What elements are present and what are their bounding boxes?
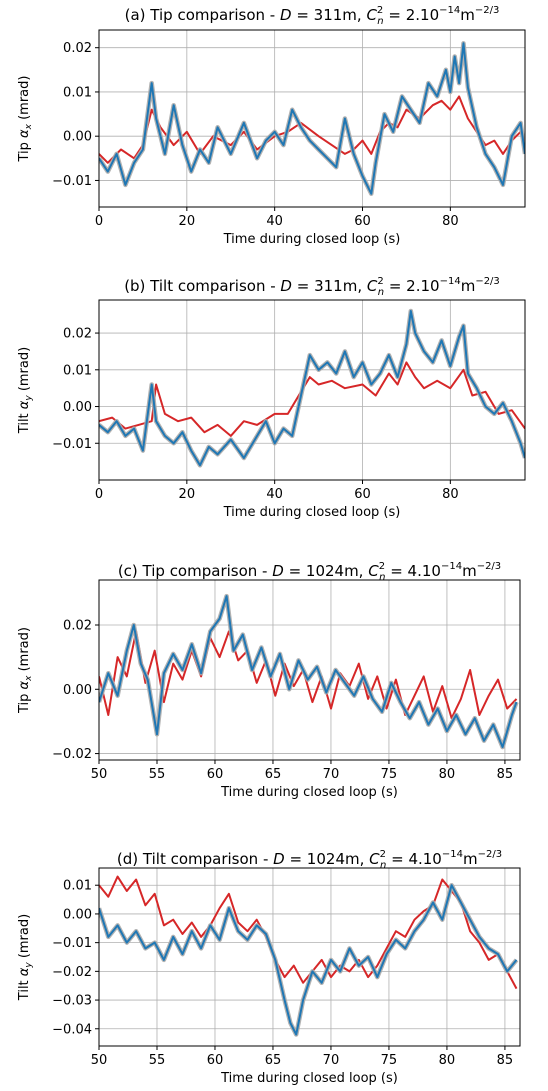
x-tick-label: 55: [149, 1053, 166, 1068]
y-tick-label: 0.00: [63, 400, 92, 415]
y-tick-label: 0.00: [63, 683, 92, 698]
series-band: [99, 593, 519, 750]
y-tick-label: 0.01: [63, 879, 92, 894]
y-tick-label: −0.03: [52, 994, 92, 1009]
panel-title: (a) Tip comparison - D = 311m, C2 n = 2.1…: [125, 5, 500, 27]
panel-title: (c) Tip comparison - D = 1024m, C2 n = 4.…: [118, 561, 501, 583]
x-axis-label: Time during closed loop (s): [220, 785, 398, 800]
axes-frame: [98, 579, 521, 761]
x-tick-label: 85: [497, 767, 514, 782]
x-tick-label: 0: [95, 487, 103, 502]
series-line-red: [99, 361, 525, 437]
x-tick-label: 50: [91, 767, 108, 782]
panel-title: (b) Tilt comparison - D = 311m, C2 n = 2.…: [124, 276, 500, 298]
y-tick-label: −0.02: [52, 747, 92, 762]
y-tick-label: 0.02: [63, 41, 92, 56]
chart-panel-1: 0 20 40 60 80 −0.01 0.00 0.01 0.02 Time during cl…: [17, 5, 526, 247]
x-tick-label: 40: [266, 214, 283, 229]
y-axis-label: Tilt αy (mrad): [17, 914, 34, 1001]
y-tick-label: 0.02: [63, 619, 92, 634]
y-axis-label: Tip αx (mrad): [17, 627, 34, 714]
series-line-red: [99, 875, 518, 990]
x-tick-label: 60: [207, 1053, 224, 1068]
series-line-red: [99, 630, 518, 720]
x-tick-label: 75: [381, 1053, 398, 1068]
x-tick-label: 20: [179, 214, 196, 229]
y-tick-label: −0.01: [52, 174, 92, 189]
series-line-blue: [99, 884, 518, 1036]
x-tick-label: 80: [442, 487, 459, 502]
x-tick-label: 65: [265, 1053, 282, 1068]
plot-area: [99, 41, 525, 196]
y-tick-label: 0.01: [63, 85, 92, 100]
series-line-blue: [99, 595, 518, 749]
panel-title: (d) Tilt comparison - D = 1024m, C2 n = 4…: [117, 849, 502, 871]
y-tick-label: −0.04: [52, 1022, 92, 1037]
x-axis-label: Time during closed loop (s): [223, 232, 401, 247]
chart-panel-4: 50 55 60 65 70 75 80 85 −0.04 −0.03 −0.02 −0.01 0.00…: [17, 849, 521, 1086]
y-tick-label: −0.01: [52, 437, 92, 452]
y-tick-label: 0.00: [63, 130, 92, 145]
y-axis-label: Tip αx (mrad): [17, 76, 34, 163]
y-tick-label: 0.01: [63, 363, 92, 378]
chart-panel-2: 0 20 40 60 80 −0.01 0.00 0.01 0.02 Time during cl…: [17, 276, 526, 520]
y-tick-label: −0.01: [52, 936, 92, 951]
x-tick-label: 80: [442, 214, 459, 229]
x-tick-label: 40: [266, 487, 283, 502]
x-tick-label: 20: [179, 487, 196, 502]
series-line-blue: [99, 42, 525, 195]
x-tick-label: 60: [354, 214, 371, 229]
y-axis-label: Tilt αy (mrad): [17, 347, 34, 434]
x-tick-label: 80: [439, 767, 456, 782]
x-tick-label: 50: [91, 1053, 108, 1068]
series-line-blue: [99, 310, 525, 467]
x-tick-label: 65: [265, 767, 282, 782]
x-tick-label: 70: [323, 767, 340, 782]
axes-frame: [98, 867, 521, 1047]
y-tick-label: −0.02: [52, 965, 92, 980]
plot-area: [99, 593, 519, 750]
x-tick-label: 80: [439, 1053, 456, 1068]
x-axis-label: Time during closed loop (s): [220, 1071, 398, 1086]
x-tick-label: 70: [323, 1053, 340, 1068]
y-tick-label: 0.02: [63, 327, 92, 342]
x-tick-label: 55: [149, 767, 166, 782]
x-tick-label: 60: [354, 487, 371, 502]
axes-frame: [98, 29, 526, 208]
x-tick-label: 85: [497, 1053, 514, 1068]
x-tick-label: 60: [207, 767, 224, 782]
plot-area: [99, 875, 519, 1037]
axes-frame: [98, 299, 526, 481]
plot-area: [99, 308, 525, 468]
x-tick-label: 0: [95, 214, 103, 229]
chart-panel-3: 50 55 60 65 70 75 80 85 −0.02 0.00 0.02 Time during…: [17, 561, 521, 800]
y-tick-label: 0.00: [63, 907, 92, 922]
x-tick-label: 75: [381, 767, 398, 782]
series-band: [99, 882, 519, 1037]
x-axis-label: Time during closed loop (s): [223, 505, 401, 520]
